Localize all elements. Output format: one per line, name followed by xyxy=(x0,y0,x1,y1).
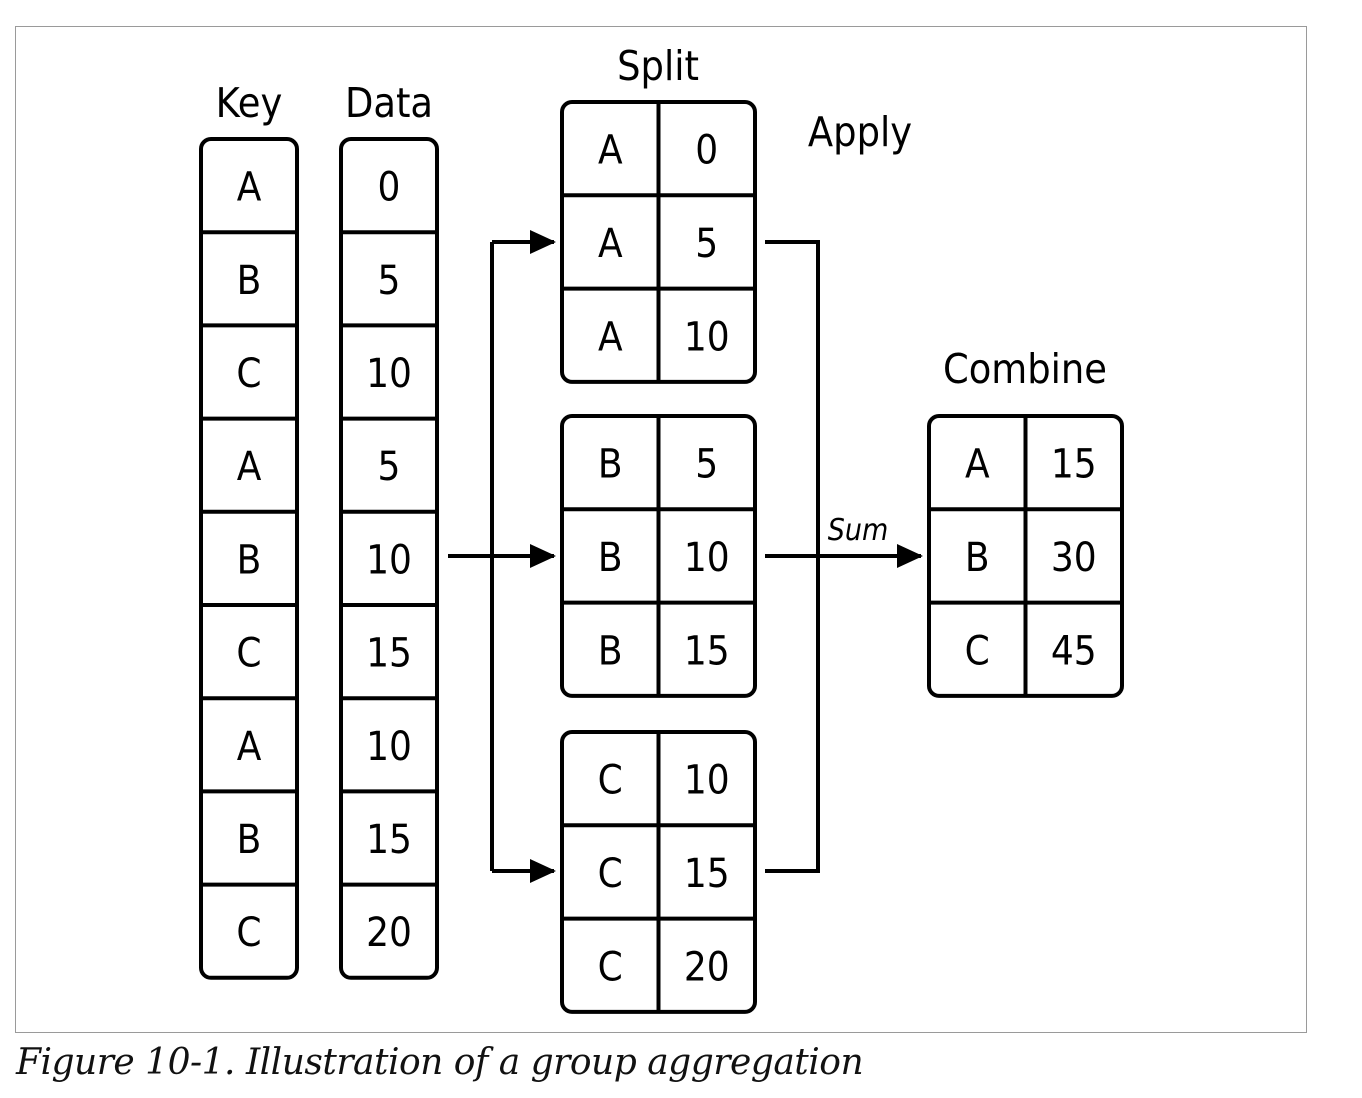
split-group: C 10 C 15 C 20 xyxy=(560,730,757,1014)
key-table-value-cell: A xyxy=(237,165,262,211)
split-group-value-cell: 10 xyxy=(684,535,730,581)
split-group: A 0 A 5 A 10 xyxy=(560,100,757,384)
split-group-key-cell: B xyxy=(598,628,623,674)
apply-heading: Apply xyxy=(808,108,912,156)
key-table-value-cell: B xyxy=(237,537,262,583)
combine-table: A 15 B 30 C 45 xyxy=(927,414,1124,698)
split-group-value-cell: 10 xyxy=(684,314,730,360)
split-group-key-cell: A xyxy=(598,128,623,174)
split-group-key-cell: A xyxy=(598,314,623,360)
combine-table-key-cell: C xyxy=(965,628,990,674)
split-group-key-cell: B xyxy=(598,535,623,581)
key-heading: Key xyxy=(216,79,283,127)
combine-table-value-cell: 15 xyxy=(1051,442,1097,488)
data-table-value-cell: 15 xyxy=(366,631,412,677)
data-table-value-cell: 15 xyxy=(366,817,412,863)
key-table-border xyxy=(199,137,299,980)
key-table-value-cell: B xyxy=(237,258,262,304)
combine-table-value-cell: 45 xyxy=(1051,628,1097,674)
data-table-value-cell: 20 xyxy=(366,910,412,956)
combine-table-key-cell: A xyxy=(965,442,990,488)
data-table-value-cell: 10 xyxy=(366,537,412,583)
split-group-key-cell: C xyxy=(598,758,623,804)
split-heading: Split xyxy=(617,42,699,90)
split-group: B 5 B 10 B 15 xyxy=(560,414,757,698)
split-group-value-cell: 15 xyxy=(684,851,730,897)
split-group-key-cell: A xyxy=(598,221,623,267)
key-table-value-cell: B xyxy=(237,817,262,863)
combine-table-key-cell: B xyxy=(965,535,990,581)
split-group-value-cell: 20 xyxy=(684,944,730,990)
combine-heading: Combine xyxy=(943,345,1107,393)
split-group-value-cell: 10 xyxy=(684,758,730,804)
data-table-value-cell: 10 xyxy=(366,724,412,770)
figure-caption: Figure 10-1. Illustration of a group agg… xyxy=(16,1042,864,1083)
data-heading: Data xyxy=(345,79,433,127)
data-table-value-cell: 5 xyxy=(378,258,401,304)
key-table-value-cell: A xyxy=(237,724,262,770)
split-group-key-cell: C xyxy=(598,944,623,990)
split-group-value-cell: 0 xyxy=(695,128,718,174)
split-group-value-cell: 15 xyxy=(684,628,730,674)
split-group-value-cell: 5 xyxy=(695,221,718,267)
key-table: A B C A B C A B C xyxy=(199,137,299,980)
data-table-border xyxy=(339,137,439,980)
split-tables: A 0 A 5 A 10 B 5 B 10 B 15 C 10 C 15 C 20 xyxy=(560,100,757,1014)
key-table-value-cell: C xyxy=(236,910,261,956)
data-table-value-cell: 10 xyxy=(366,351,412,397)
key-table-value-cell: C xyxy=(236,631,261,677)
split-arrows xyxy=(448,230,556,883)
figure-frame xyxy=(15,26,1307,1033)
split-group-value-cell: 5 xyxy=(695,442,718,488)
key-table-value-cell: A xyxy=(237,444,262,490)
sum-label: Sum xyxy=(828,513,889,548)
combine-table-value-cell: 30 xyxy=(1051,535,1097,581)
split-group-key-cell: C xyxy=(598,851,623,897)
data-table-value-cell: 5 xyxy=(378,444,401,490)
split-group-key-cell: B xyxy=(598,442,623,488)
data-table-value-cell: 0 xyxy=(378,165,401,211)
data-table: 0 5 10 5 10 15 10 15 20 xyxy=(339,137,439,980)
apply-arrows xyxy=(765,240,923,873)
key-table-value-cell: C xyxy=(236,351,261,397)
